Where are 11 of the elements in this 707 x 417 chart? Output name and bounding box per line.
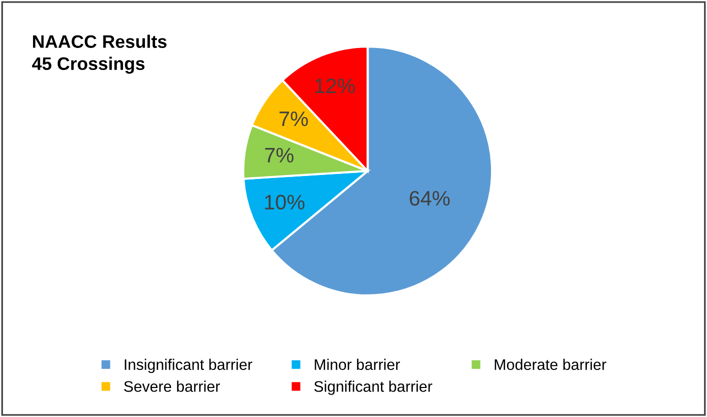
- legend-label: Insignificant barrier: [124, 358, 252, 374]
- legend-label: Minor barrier: [314, 358, 400, 370]
- legend-label: Severe barrier: [124, 380, 220, 392]
- data-label: 12%: [315, 78, 355, 94]
- chart-title: NAACC Results 45 Crossings: [32, 34, 167, 74]
- data-label: 10%: [265, 194, 304, 210]
- data-label: 7%: [280, 112, 308, 126]
- legend-label: Moderate barrier: [494, 358, 606, 370]
- data-label: 64%: [410, 190, 450, 206]
- legend-label: Significant barrier: [314, 380, 432, 395]
- data-label: 7%: [265, 148, 294, 162]
